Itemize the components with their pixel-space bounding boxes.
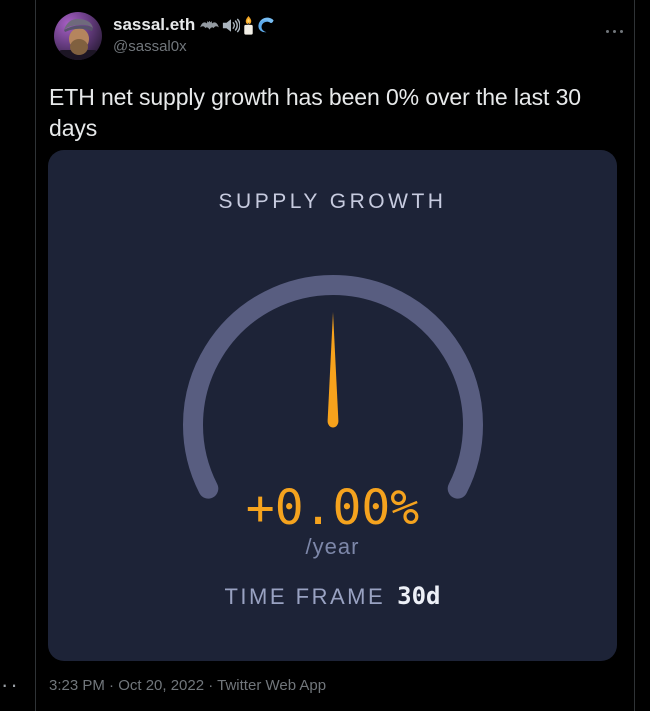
gauge-ring <box>183 275 483 499</box>
display-name[interactable]: sassal.eth <box>113 15 196 34</box>
tweet-text: ETH net supply growth has been 0% over t… <box>49 84 581 141</box>
cropped-edge-dots: ·· <box>1 672 20 697</box>
timeframe-value: 30d <box>397 582 441 610</box>
gauge-value: +0.00% <box>245 480 420 536</box>
tweet-header: sassal.eth <box>54 12 630 64</box>
bat-icon <box>200 20 220 30</box>
gauge-needle <box>327 312 339 428</box>
avatar-image <box>54 12 102 60</box>
column-border-right <box>634 0 635 711</box>
gauge-card-image[interactable]: SUPPLY GROWTH +0.00% /year TIME FRAME 30d <box>48 150 617 661</box>
column-border-left <box>35 0 36 711</box>
candle-icon <box>244 15 253 35</box>
gauge-title: SUPPLY GROWTH <box>218 190 447 213</box>
timeframe-label: TIME FRAME <box>224 584 386 609</box>
author-handle[interactable]: @sassal0x <box>113 38 187 55</box>
more-options-icon[interactable] <box>602 26 627 37</box>
author-names: sassal.eth <box>113 14 275 55</box>
gauge-dial <box>183 275 483 499</box>
name-emoji-badges <box>200 15 275 35</box>
gauge-unit: /year <box>305 534 360 559</box>
speaker-icon <box>223 18 241 32</box>
timeframe-row: TIME FRAME 30d <box>48 582 617 610</box>
avatar[interactable] <box>54 12 102 60</box>
wave-icon <box>258 17 274 33</box>
timestamp[interactable]: 3:23 PM · Oct 20, 2022 · Twitter Web App <box>49 677 327 694</box>
